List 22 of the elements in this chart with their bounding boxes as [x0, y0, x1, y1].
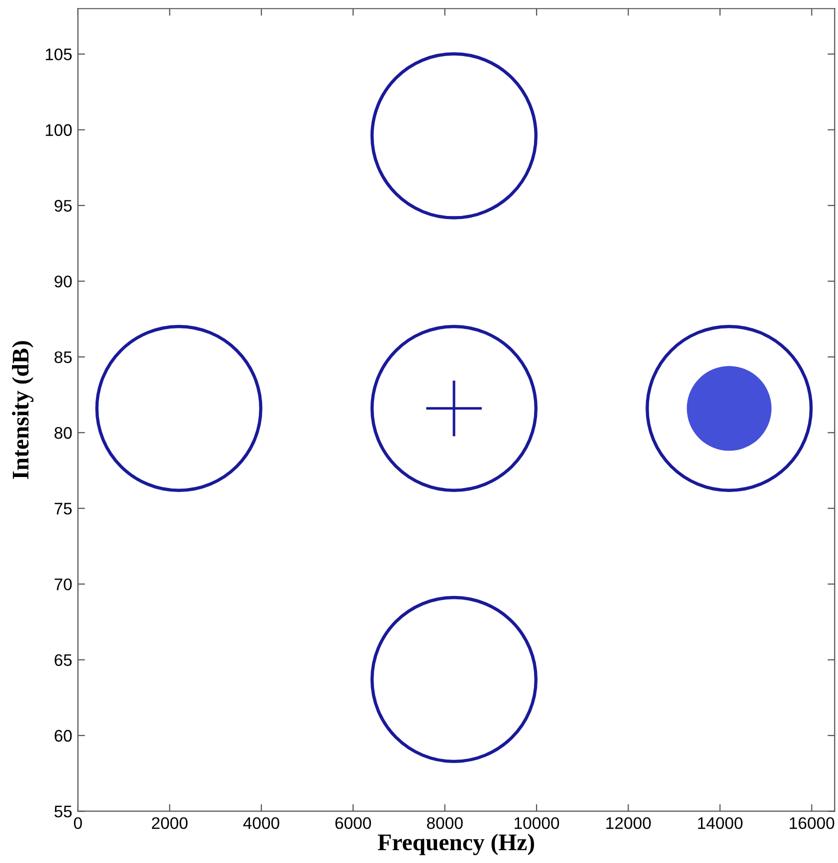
x-tick-label: 0	[74, 817, 82, 830]
y-tick-label: 105	[46, 48, 72, 60]
y-tick-label: 100	[46, 124, 72, 136]
y-tick-label: 80	[54, 427, 72, 439]
x-axis-title: Frequency (Hz)	[378, 834, 534, 856]
y-tick-label: 65	[54, 654, 72, 666]
y-axis-title: Intensity (dB)	[12, 341, 34, 479]
y-tick-label: 60	[54, 730, 72, 742]
x-tick-label: 14000	[698, 817, 743, 830]
y-tick-label: 75	[54, 502, 72, 515]
x-tick-label: 6000	[335, 817, 371, 830]
x-tick-label: 12000	[606, 817, 651, 830]
x-tick-label: 8000	[427, 817, 463, 830]
x-tick-label: 16000	[790, 817, 834, 830]
x-tick-label: 10000	[514, 817, 560, 830]
y-tick-label: 95	[54, 200, 72, 212]
x-tick-label: 4000	[243, 817, 280, 830]
x-tick-label: 2000	[152, 817, 188, 830]
y-tick-label: 55	[54, 806, 72, 818]
y-tick-label: 70	[54, 578, 72, 590]
y-tick-label: 85	[54, 351, 72, 364]
y-tick-label: 90	[54, 276, 72, 288]
